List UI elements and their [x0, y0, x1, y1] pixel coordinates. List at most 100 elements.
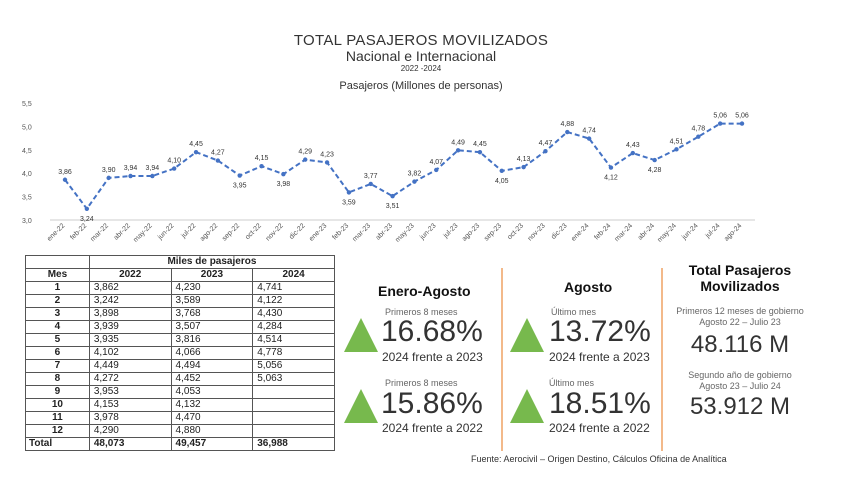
- caption: Agosto 22 – Julio 23: [699, 317, 781, 327]
- x-tick-label: abr-24: [637, 222, 656, 241]
- month-cell: 9: [25, 385, 90, 399]
- growth-value: 13.72%: [549, 315, 651, 348]
- table-row: 4 3,939 3,507 4,284: [25, 320, 335, 334]
- data-point: [237, 173, 242, 178]
- table-row: 2 3,242 3,589 4,122: [25, 294, 335, 308]
- x-tick-label: feb-22: [69, 222, 88, 241]
- data-point: [717, 121, 723, 126]
- month-cell: 11: [25, 411, 90, 425]
- month-cell: 6: [25, 346, 90, 360]
- growth-value: 15.86%: [381, 387, 483, 420]
- data-label: 3,82: [408, 171, 422, 178]
- table-total-row: Total 48,073 49,457 36,988: [25, 437, 335, 451]
- value-cell: 4,066: [170, 346, 254, 360]
- data-point: [62, 177, 68, 182]
- triangle-up-icon: [344, 318, 378, 352]
- value-cell: 4,272: [88, 372, 172, 386]
- caption: Primeros 8 meses: [385, 307, 458, 317]
- table-row: 1 3,862 4,230 4,741: [25, 281, 335, 295]
- x-tick-label: jun-22: [156, 222, 175, 241]
- data-point: [259, 163, 264, 169]
- month-cell: 1: [25, 281, 90, 295]
- data-label: 3,94: [124, 165, 138, 172]
- data-label: 4,49: [451, 139, 465, 146]
- month-cell: 3: [25, 307, 90, 321]
- value-cell: 4,132: [170, 398, 254, 412]
- month-cell: 8: [25, 372, 90, 386]
- column-header: Mes: [25, 268, 90, 282]
- x-tick-label: jul-22: [180, 222, 198, 240]
- value-cell: 4,778: [252, 346, 335, 360]
- table-row: 5 3,935 3,816 4,514: [25, 333, 335, 347]
- table-row: 12 4,290 4,880: [25, 424, 335, 438]
- value-cell: 3,589: [170, 294, 254, 308]
- x-tick-label: nov-22: [265, 222, 285, 242]
- panel-separator: [501, 268, 503, 451]
- value-cell: 3,816: [170, 333, 254, 347]
- x-tick-label: mar-23: [352, 222, 373, 243]
- data-label: 4,12: [604, 175, 618, 182]
- caption: Último mes: [549, 378, 595, 388]
- data-label: 3,98: [277, 181, 291, 188]
- series-line: [64, 122, 742, 211]
- data-label: 4,10: [167, 158, 181, 165]
- y-tick-label: 3,0: [22, 218, 32, 225]
- value-cell: 5,056: [252, 359, 335, 373]
- value-cell: [252, 411, 335, 425]
- data-label: 4,74: [582, 128, 596, 135]
- page-subtitle: Nacional e Internacional: [345, 48, 497, 64]
- data-point: [128, 173, 133, 179]
- data-point: [455, 148, 461, 153]
- comparison-label: 2024 frente a 2023: [549, 350, 650, 364]
- value-cell: 4,470: [170, 411, 254, 425]
- x-tick-label: dic-22: [288, 222, 307, 241]
- data-point: [106, 175, 111, 181]
- value-cell: [252, 385, 335, 399]
- value-cell: 3,862: [88, 281, 172, 295]
- x-tick-label: jun-24: [680, 222, 699, 241]
- page-title: TOTAL PASAJEROS MOVILIZADOS: [293, 32, 549, 49]
- month-cell: 7: [25, 359, 90, 373]
- total-value: 48.116 M: [690, 331, 790, 358]
- x-tick-label: jul-23: [442, 222, 460, 240]
- data-point: [521, 164, 526, 170]
- value-cell: 4,430: [252, 307, 335, 321]
- data-point: [390, 193, 395, 199]
- x-tick-label: may-23: [394, 222, 416, 244]
- value-cell: 4,153: [88, 398, 172, 412]
- value-cell: 4,880: [170, 424, 254, 438]
- y-tick-label: 5,0: [22, 124, 32, 131]
- data-label: 4,78: [692, 126, 706, 133]
- data-point: [281, 171, 286, 177]
- growth-value: 16.68%: [381, 315, 483, 348]
- data-point: [630, 150, 636, 156]
- table-row: 3 3,898 3,768 4,430: [25, 307, 335, 321]
- data-label: 3,59: [342, 199, 356, 206]
- caption: Primeros 12 meses de gobierno: [676, 306, 804, 316]
- total-cell: 48,073: [88, 437, 172, 451]
- value-cell: 4,230: [170, 281, 254, 295]
- column-header: 2023: [170, 268, 254, 282]
- x-tick-label: ago-24: [723, 222, 743, 242]
- x-tick-label: sep-22: [221, 222, 241, 242]
- table-row: 9 3,953 4,053: [25, 385, 335, 399]
- data-label: 4,45: [473, 141, 487, 148]
- data-point: [652, 157, 657, 163]
- data-point: [608, 165, 614, 170]
- data-label: 3,77: [364, 173, 378, 180]
- total-cell: 49,457: [170, 437, 254, 451]
- data-point: [477, 149, 483, 155]
- data-label: 4,27: [211, 150, 225, 157]
- value-cell: 4,290: [88, 424, 172, 438]
- data-point: [215, 158, 221, 163]
- value-cell: 4,102: [88, 346, 172, 360]
- data-label: 3,24: [80, 216, 94, 223]
- y-tick-label: 3,5: [22, 195, 32, 202]
- data-point: [696, 134, 701, 139]
- data-point: [346, 190, 352, 195]
- data-label: 4,47: [539, 140, 553, 147]
- y-tick-label: 4,0: [22, 171, 32, 178]
- value-cell: 3,507: [170, 320, 254, 334]
- data-label: 4,45: [189, 141, 203, 148]
- x-tick-label: oct-22: [244, 222, 263, 241]
